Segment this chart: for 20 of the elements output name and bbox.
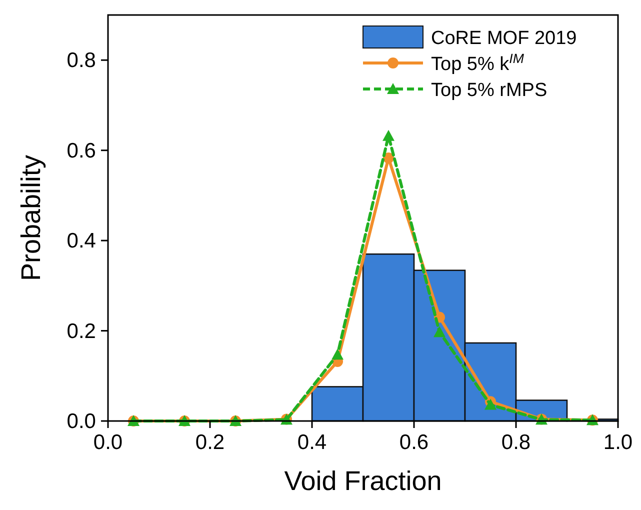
y-tick-label: 0.0 — [66, 410, 96, 433]
y-tick-label: 0.2 — [66, 320, 96, 343]
y-tick-label: 0.4 — [66, 230, 96, 253]
legend-label: CoRE MOF 2019 — [431, 28, 577, 49]
x-tick-label: 0.0 — [93, 431, 123, 454]
legend-label: Top 5% rMPS — [431, 80, 548, 101]
point — [484, 398, 496, 410]
point — [382, 130, 394, 141]
y-axis-title: Probability — [16, 154, 46, 282]
point — [332, 348, 344, 360]
legend-label: Top 5% k$^{IM}$ — [431, 50, 525, 75]
y-tick-label: 0.8 — [66, 49, 96, 72]
x-tick-label: 0.4 — [297, 431, 327, 454]
x-tick-label: 1.0 — [603, 431, 633, 454]
point — [434, 326, 446, 338]
x-axis-title: Void Fraction — [284, 466, 442, 496]
x-tick-label: 0.8 — [501, 431, 531, 454]
x-tick-label: 0.2 — [195, 431, 225, 454]
y-tick-label: 0.6 — [66, 139, 96, 162]
x-tick-label: 0.6 — [399, 431, 429, 454]
